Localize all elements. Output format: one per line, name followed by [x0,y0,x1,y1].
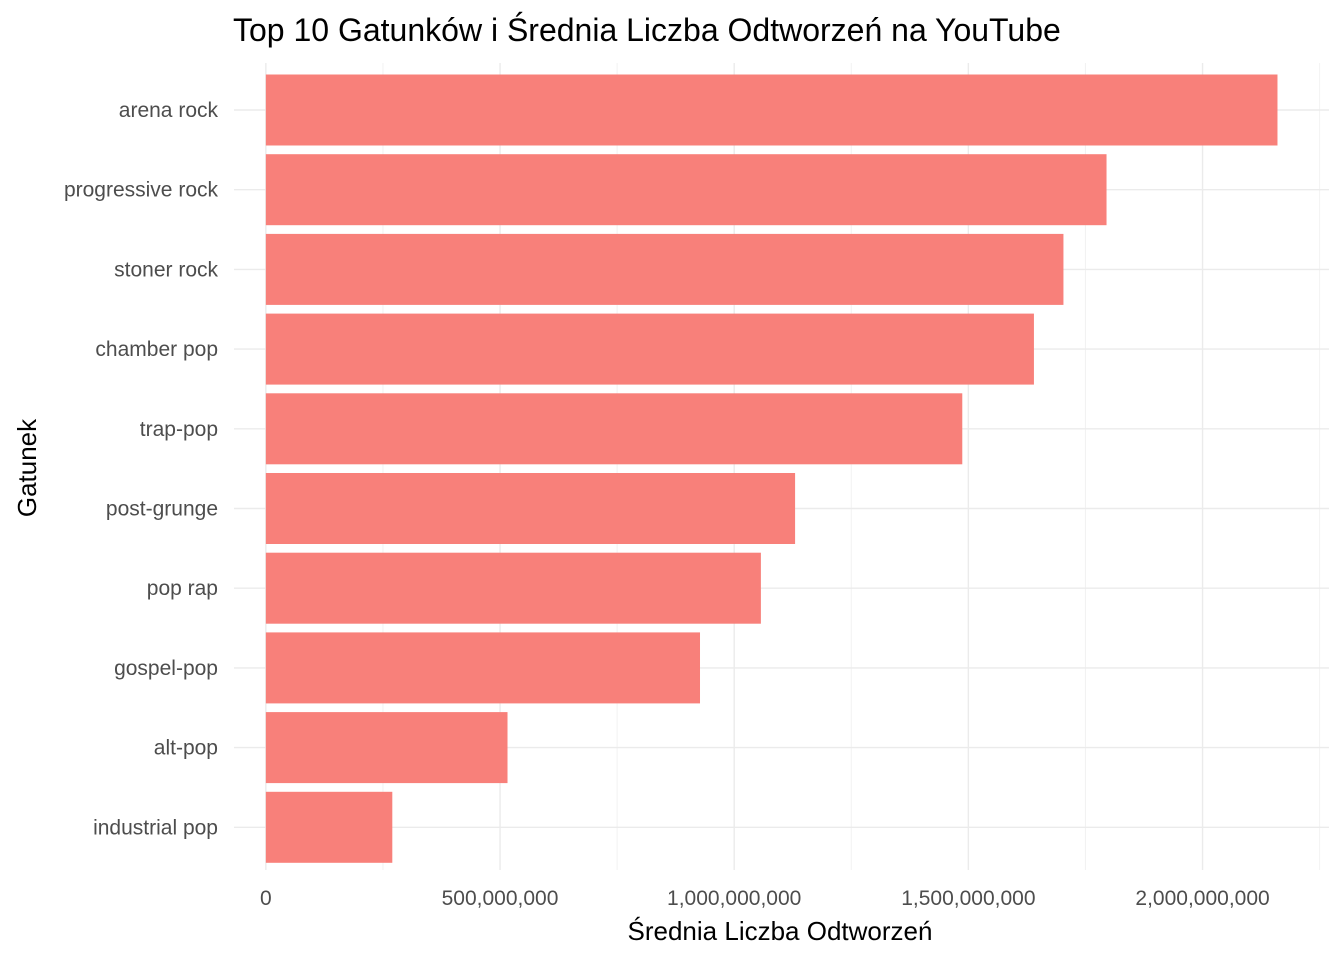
x-tick-label: 0 [260,887,272,910]
chart-title: Top 10 Gatunków i Średnia Liczba Odtworz… [233,12,1061,48]
bar-alt-pop [265,712,508,784]
bar-progressive-rock [265,154,1107,226]
bar-pop-rap [265,552,761,624]
x-axis-tick-labels: 0 500,000,000 1,000,000,000 1,500,000,000 2,… [260,887,1270,910]
bar-arena-rock [265,74,1278,146]
bar-chamber-pop [265,313,1034,385]
x-tick-label: 500,000,000 [442,887,559,910]
bar-stoner-rock [265,233,1064,305]
y-tick-label: gospel-pop [114,657,218,680]
x-tick-label: 2,000,000,000 [1135,887,1269,910]
y-tick-label: post-grunge [106,498,218,521]
y-tick-label: progressive rock [64,179,219,202]
y-tick-label: trap-pop [140,418,218,441]
bar-post-grunge [265,473,796,544]
x-tick-label: 1,000,000,000 [667,887,801,910]
y-tick-label: alt-pop [154,737,218,760]
y-tick-label: arena rock [119,99,219,122]
y-tick-label: chamber pop [95,338,218,361]
bar-trap-pop [265,393,963,465]
bar-industrial-pop [265,791,393,863]
y-tick-label: industrial pop [93,816,218,839]
bar-gospel-pop [265,632,701,704]
x-axis-title: Średnia Liczba Odtworzeń [628,916,933,946]
bars [265,74,1278,863]
y-axis-tick-labels: arena rock progressive rock stoner rock cha… [64,99,219,839]
x-tick-label: 1,500,000,000 [901,887,1035,910]
y-tick-label: pop rap [147,577,218,600]
y-tick-label: stoner rock [114,258,218,281]
y-axis-title: Gatunek [12,418,42,517]
